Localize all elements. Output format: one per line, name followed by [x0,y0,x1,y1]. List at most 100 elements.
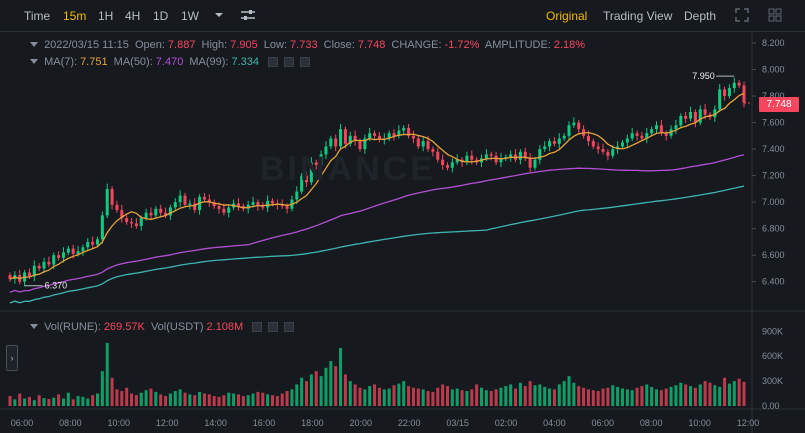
volume-bar [659,390,663,406]
volume-bar [270,395,274,406]
candle-body [523,151,527,159]
candle-body [387,133,391,139]
collapse-legend-icon[interactable] [30,42,38,48]
vol-close-icon[interactable] [284,322,295,333]
candle-body [266,200,270,208]
view-depth-tab[interactable]: Depth [684,9,717,23]
price-tick-label: 6.400 [762,277,785,287]
candle-body [635,133,639,136]
volume-bar [91,395,95,406]
candle-body [489,154,493,156]
candle-body [577,122,581,130]
volume-bar [52,397,56,406]
volume-bar [421,389,425,406]
time-tick-label: 22:00 [398,418,421,428]
interval-1d-tab[interactable]: 1D [153,9,169,23]
vol-settings-icon[interactable] [268,322,279,333]
volume-bar [650,386,654,406]
candle-body [650,129,654,134]
candle-body [334,138,338,147]
volume-bar [562,381,566,406]
price-tick-label: 7.800 [762,91,785,101]
volume-bar [76,396,80,406]
candle-body [567,125,571,136]
candle-body [664,133,668,136]
volume-bar [178,389,182,406]
volume-bar [548,388,552,406]
fullscreen-icon[interactable] [735,8,749,25]
interval-15m-tab[interactable]: 15m [63,9,87,23]
volume-bar [125,387,129,406]
volume-bar [480,387,484,406]
candle-body [630,133,634,139]
candle-body [47,261,51,265]
volume-bar [47,398,51,406]
indicator-settings-icon[interactable] [240,8,256,25]
volume-bar [305,381,309,406]
view-original-tab[interactable]: Original [546,9,588,23]
volume-bar [392,385,396,406]
time-tick-label: 10:00 [688,418,711,428]
volume-bar [582,387,586,406]
more-intervals-icon[interactable] [214,8,224,25]
candle-body [314,162,318,166]
expand-panel-button[interactable]: › [6,345,18,371]
candle-body [373,133,377,136]
candle-body [115,204,119,211]
volume-bar [436,387,440,406]
low-label: Low: [263,39,288,51]
volume-bar [689,386,693,406]
candle-body [499,158,503,163]
volume-bar [105,342,109,406]
candle-body [455,159,459,163]
volume-bar [518,382,522,406]
price-tick-label: 7.400 [762,144,785,154]
volume-bar [431,391,435,406]
volume-bar [227,392,231,406]
volume-bar [533,385,537,406]
candle-body [280,204,284,207]
candle-body [149,212,153,216]
candlestick-chart[interactable]: 8.200 8.000 7.800 7.600 7.400 7.200 7.000 6.800… [0,33,805,433]
ma-visibility-icon[interactable] [268,57,279,68]
candle-body [61,252,65,258]
collapse-volume-icon[interactable] [30,324,38,330]
chart-toolbar: Time 15m 1H 4H 1D 1W Original Trading Vi… [0,0,805,32]
interval-1h-tab[interactable]: 1H [98,9,114,23]
candle-body [377,135,381,140]
volume-bar [217,396,221,406]
candle-body [324,146,328,155]
time-tick-label: 08:00 [640,418,663,428]
candle-body [552,141,556,144]
volume-bar [57,394,61,406]
volume-bar [309,374,313,406]
layout-grid-icon[interactable] [768,8,782,25]
close-value: 7.748 [357,39,386,51]
volume-bar [586,389,590,406]
ma-settings-icon[interactable] [284,57,295,68]
candle-body [339,129,343,147]
candle-body [397,130,401,136]
volume-bar [509,384,513,406]
candle-body [465,155,469,163]
view-tradingview-tab[interactable]: Trading View [603,9,673,23]
candle-body [693,111,697,123]
time-tab[interactable]: Time [24,9,51,23]
volume-bar [61,398,65,406]
ma-close-icon[interactable] [300,57,311,68]
candle-body [611,149,615,156]
time-tick-label: 18:00 [301,418,324,428]
candle-body [353,135,357,142]
candle-body [348,135,352,144]
candle-body [416,138,420,147]
volume-bar [168,393,172,406]
collapse-ma-icon[interactable] [30,59,38,65]
interval-4h-tab[interactable]: 4H [125,9,141,23]
candle-body [543,146,547,150]
vol-visibility-icon[interactable] [252,322,263,333]
interval-1w-tab[interactable]: 1W [181,9,199,23]
candle-body [178,195,182,203]
volume-bar [95,393,100,406]
ma50-label: MA(50): [113,56,153,68]
vol-usdt-label: Vol(USDT) [150,321,204,333]
